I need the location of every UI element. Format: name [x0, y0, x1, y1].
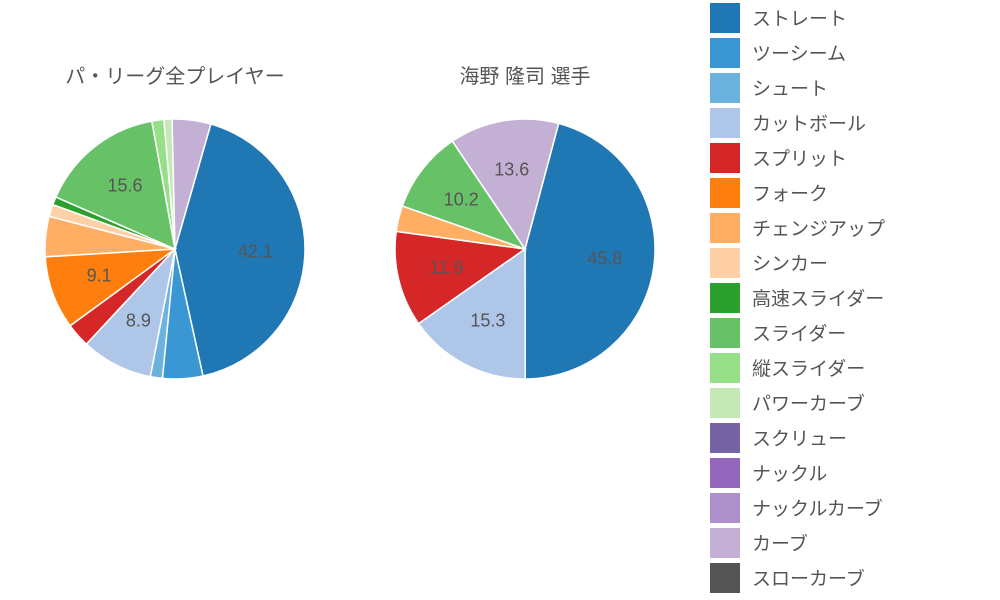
- pie-charts-area: パ・リーグ全プレイヤー 42.1 8.9 9.1 15.6 海野 隆司 選手 45.8 15.…: [0, 0, 700, 600]
- legend-label: パワーカーブ: [752, 389, 865, 416]
- legend-swatch: [710, 143, 740, 173]
- slice-label: 9.1: [87, 266, 112, 287]
- legend-swatch: [710, 563, 740, 593]
- legend-swatch: [710, 458, 740, 488]
- legend-item: カーブ: [710, 525, 990, 560]
- legend-label: 縦スライダー: [752, 354, 865, 381]
- legend-label: チェンジアップ: [752, 214, 885, 241]
- legend-item: ストレート: [710, 0, 990, 35]
- legend-swatch: [710, 283, 740, 313]
- legend-item: ナックル: [710, 455, 990, 490]
- slice-label: 15.3: [470, 310, 505, 331]
- legend-swatch: [710, 318, 740, 348]
- legend-item: 縦スライダー: [710, 350, 990, 385]
- legend-label: ツーシーム: [752, 39, 846, 66]
- legend-label: ナックル: [752, 459, 827, 486]
- pie-chart-1: 海野 隆司 選手 45.8 15.3 11.9 10.2 13.6: [395, 60, 655, 379]
- legend-item: カットボール: [710, 105, 990, 140]
- slice-label: 42.1: [238, 241, 273, 262]
- legend-swatch: [710, 178, 740, 208]
- legend-item: チェンジアップ: [710, 210, 990, 245]
- legend-swatch: [710, 528, 740, 558]
- pie-wrap: 45.8 15.3 11.9 10.2 13.6: [395, 119, 655, 379]
- legend-swatch: [710, 213, 740, 243]
- legend-label: スライダー: [752, 319, 846, 346]
- slice-label: 10.2: [444, 189, 479, 210]
- legend-swatch: [710, 248, 740, 278]
- legend-item: ツーシーム: [710, 35, 990, 70]
- legend-label: ストレート: [752, 4, 847, 31]
- slice-label: 13.6: [494, 159, 529, 180]
- chart-title: 海野 隆司 選手: [459, 60, 590, 89]
- legend-item: ナックルカーブ: [710, 490, 990, 525]
- legend-label: スプリット: [752, 144, 847, 171]
- legend-swatch: [710, 3, 740, 33]
- legend-label: カーブ: [752, 529, 808, 556]
- legend-swatch: [710, 73, 740, 103]
- legend-item: スクリュー: [710, 420, 990, 455]
- legend-swatch: [710, 353, 740, 383]
- legend-label: ナックルカーブ: [752, 494, 883, 521]
- legend-label: スクリュー: [752, 424, 847, 451]
- slice-label: 11.9: [430, 257, 464, 278]
- legend-item: 高速スライダー: [710, 280, 990, 315]
- legend-item: シンカー: [710, 245, 990, 280]
- legend-swatch: [710, 388, 740, 418]
- pie-chart-0: パ・リーグ全プレイヤー 42.1 8.9 9.1 15.6: [45, 60, 305, 379]
- legend-label: フォーク: [752, 179, 828, 206]
- chart-title: パ・リーグ全プレイヤー: [65, 60, 284, 89]
- legend-item: スライダー: [710, 315, 990, 350]
- slice-label: 8.9: [126, 310, 151, 331]
- legend-item: シュート: [710, 70, 990, 105]
- legend-item: フォーク: [710, 175, 990, 210]
- slice-label: 15.6: [107, 175, 142, 196]
- legend-swatch: [710, 493, 740, 523]
- legend-swatch: [710, 38, 740, 68]
- legend: ストレートツーシームシュートカットボールスプリットフォークチェンジアップシンカー…: [710, 0, 990, 595]
- legend-swatch: [710, 108, 740, 138]
- legend-label: カットボール: [752, 109, 866, 136]
- slice-label: 45.8: [587, 249, 622, 270]
- legend-item: パワーカーブ: [710, 385, 990, 420]
- pie-wrap: 42.1 8.9 9.1 15.6: [45, 119, 305, 379]
- legend-item: スローカーブ: [710, 560, 990, 595]
- legend-label: シュート: [752, 74, 828, 101]
- legend-label: 高速スライダー: [752, 284, 884, 311]
- legend-swatch: [710, 423, 740, 453]
- chart-container: パ・リーグ全プレイヤー 42.1 8.9 9.1 15.6 海野 隆司 選手 45.8 15.…: [0, 0, 1000, 600]
- legend-label: スローカーブ: [752, 564, 865, 591]
- legend-label: シンカー: [752, 249, 828, 276]
- legend-item: スプリット: [710, 140, 990, 175]
